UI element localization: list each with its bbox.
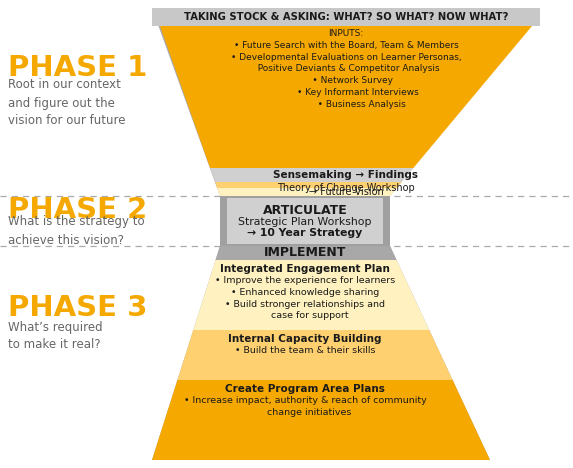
Polygon shape — [215, 182, 402, 194]
Text: Sensemaking → Findings: Sensemaking → Findings — [273, 170, 418, 180]
Text: What’s required
to make it real?: What’s required to make it real? — [8, 321, 103, 351]
Polygon shape — [160, 26, 532, 168]
Text: Root in our context
and figure out the
vision for our future: Root in our context and figure out the v… — [8, 79, 125, 127]
Text: ARTICULATE: ARTICULATE — [262, 204, 347, 217]
Polygon shape — [210, 168, 413, 182]
Polygon shape — [215, 246, 397, 260]
Text: → Future Vision: → Future Vision — [309, 187, 383, 197]
Text: What is the strategy to
achieve this vision?: What is the strategy to achieve this vis… — [8, 215, 144, 247]
Text: Create Program Area Plans: Create Program Area Plans — [225, 384, 385, 394]
Text: • Increase impact, authority & reach of community
   change initiatives: • Increase impact, authority & reach of … — [183, 396, 426, 417]
Text: IMPLEMENT: IMPLEMENT — [264, 247, 346, 259]
Bar — [227, 198, 383, 244]
Polygon shape — [152, 380, 490, 460]
Text: Strategic Plan Workshop: Strategic Plan Workshop — [238, 217, 372, 227]
Text: • Build the team & their skills: • Build the team & their skills — [235, 346, 375, 355]
Polygon shape — [193, 260, 429, 330]
Text: INPUTS:
• Future Search with the Board, Team & Members
• Developmental Evaluatio: INPUTS: • Future Search with the Board, … — [231, 29, 461, 109]
Text: Integrated Engagement Plan: Integrated Engagement Plan — [220, 264, 390, 274]
Text: PHASE 1: PHASE 1 — [8, 54, 147, 82]
Bar — [220, 196, 390, 246]
Polygon shape — [178, 330, 453, 380]
Text: TAKING STOCK & ASKING: WHAT? SO WHAT? NOW WHAT?: TAKING STOCK & ASKING: WHAT? SO WHAT? NO… — [184, 12, 508, 22]
Text: Theory of Change Workshop: Theory of Change Workshop — [277, 183, 415, 193]
Text: PHASE 2: PHASE 2 — [8, 196, 147, 224]
Text: • Improve the experience for learners
• Enhanced knowledge sharing
• Build stron: • Improve the experience for learners • … — [215, 276, 395, 321]
Polygon shape — [217, 188, 397, 196]
Polygon shape — [152, 246, 490, 460]
Text: → 10 Year Strategy: → 10 Year Strategy — [248, 228, 363, 238]
Text: PHASE 3: PHASE 3 — [8, 294, 147, 322]
Bar — [152, 8, 540, 26]
Polygon shape — [152, 8, 540, 196]
Text: Internal Capacity Building: Internal Capacity Building — [228, 334, 382, 344]
